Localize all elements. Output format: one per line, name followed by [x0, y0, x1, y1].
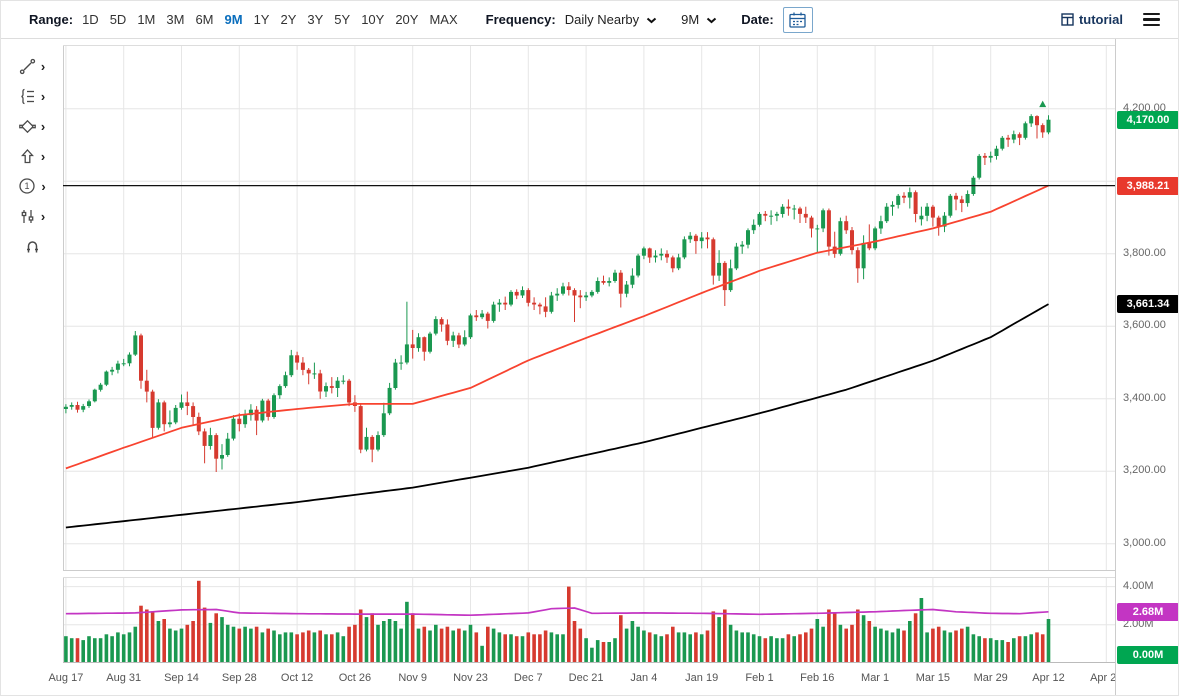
period-value: 9M	[681, 12, 700, 27]
compare-tool[interactable]: ›	[1, 201, 63, 231]
trend-line-tool[interactable]: ›	[1, 51, 63, 81]
range-button-6m[interactable]: 6M	[195, 12, 214, 27]
high-marker-icon	[1039, 100, 1047, 108]
price-chart[interactable]	[63, 45, 1115, 571]
range-button-20y[interactable]: 20Y	[395, 12, 419, 27]
range-button-5y[interactable]: 5Y	[334, 12, 351, 27]
chevron-right-icon: ›	[40, 58, 46, 74]
chevron-right-icon: ›	[40, 208, 46, 224]
range-button-9m[interactable]: 9M	[224, 12, 243, 27]
ma-slow-line	[65, 303, 1049, 529]
x-axis-label: Sep 14	[164, 672, 199, 684]
study-settings-icon	[19, 88, 36, 105]
price-tick-label: 3,400.00	[1123, 391, 1166, 404]
ma-fast-badge: 3,988.21	[1117, 176, 1178, 195]
x-axis-label: Sep 28	[221, 672, 257, 684]
chevron-right-icon: ›	[41, 178, 46, 194]
ma-slow-badge: 3,661.34	[1117, 295, 1178, 314]
x-axis-label: Jan 19	[685, 672, 719, 684]
x-axis-label: Dec 21	[568, 672, 604, 684]
x-axis-label: Mar 29	[973, 672, 1008, 684]
range-button-10y[interactable]: 10Y	[361, 12, 385, 27]
frequency-select[interactable]: Daily Nearby	[565, 12, 657, 27]
ma-fast-line	[65, 184, 1049, 470]
x-axis-label: Apr 26	[1090, 672, 1123, 684]
volume-tick-label: 4.00M	[1123, 579, 1154, 592]
arrow-marker-icon	[19, 148, 36, 165]
calendar-icon	[789, 12, 806, 28]
range-button-1d[interactable]: 1D	[82, 12, 99, 27]
study-settings-tool[interactable]: ›	[1, 81, 63, 111]
tool-sidebar: › › › › 1 › ›	[1, 39, 63, 695]
menu-icon[interactable]	[1141, 11, 1162, 28]
price-tick-label: 3,200.00	[1123, 464, 1166, 477]
volume-chart[interactable]	[63, 577, 1115, 663]
shapes-icon	[18, 118, 36, 135]
chevron-down-icon	[646, 17, 657, 24]
tutorial-link[interactable]: tutorial	[1061, 12, 1123, 27]
calendar-button[interactable]	[782, 6, 813, 33]
x-axis-label: Apr 12	[1032, 672, 1065, 684]
price-tick-label: 3,800.00	[1123, 246, 1166, 259]
shapes-tool[interactable]: ›	[1, 111, 63, 141]
chevron-right-icon: ›	[40, 118, 46, 134]
chevron-down-icon	[707, 17, 717, 24]
volume-last-badge: 0.00M	[1117, 646, 1178, 664]
volume-ma-badge: 2.68M	[1117, 602, 1178, 621]
number-annotation-icon: 1	[18, 177, 36, 195]
price-axis[interactable]: 4,200.00 3,800.00 3,600.00 3,400.00 3,200.00…	[1115, 39, 1178, 695]
x-axis-label: Oct 12	[280, 672, 314, 684]
price-tick-label: 3,600.00	[1123, 319, 1166, 332]
volume-tick-label: 2.00M	[1123, 617, 1154, 630]
trend-line-icon	[19, 58, 36, 75]
magnet-icon	[24, 238, 41, 255]
range-button-3y[interactable]: 3Y	[307, 12, 324, 27]
x-axis-label: Feb 16	[800, 672, 835, 684]
range-button-1y[interactable]: 1Y	[253, 12, 270, 27]
toolbar-right-group: tutorial	[1061, 11, 1162, 28]
candlesticks	[63, 114, 1051, 472]
range-button-1m[interactable]: 1M	[137, 12, 156, 27]
compare-icon	[19, 208, 36, 225]
tutorial-grid-icon	[1061, 13, 1074, 26]
x-axis-label: Aug 17	[48, 672, 84, 684]
x-axis-label: Oct 26	[338, 672, 372, 684]
toolbar: Range: 1D 5D 1M 3M 6M 9M 1Y 2Y 3Y 5Y 10Y 20Y MAX Fre…	[1, 1, 1178, 39]
x-axis-label: Dec 7	[513, 672, 543, 684]
price-tick-label: 3,000.00	[1123, 536, 1166, 549]
arrow-marker-tool[interactable]: ›	[1, 141, 63, 171]
chart-area[interactable]: Aug 17 Aug 31 Sep 14 Sep 28 Oct 12 Oct 26 Nov …	[48, 39, 1178, 695]
x-axis-label: Mar 1	[861, 672, 890, 684]
range-buttons: 1D 5D 1M 3M 6M 9M 1Y 2Y 3Y 5Y 10Y 20Y MAX	[82, 12, 458, 27]
range-button-3m[interactable]: 3M	[166, 12, 185, 27]
period-select[interactable]: 9M	[681, 12, 717, 27]
x-axis-label: Jan 4	[630, 672, 658, 684]
volume-bars	[64, 580, 1051, 662]
tutorial-label: tutorial	[1078, 11, 1123, 27]
svg-text:1: 1	[25, 181, 30, 191]
range-button-max[interactable]: MAX	[429, 12, 458, 27]
frequency-value: Daily Nearby	[564, 12, 640, 27]
last-price-badge: 4,170.00	[1117, 110, 1178, 129]
x-axis-label: Mar 15	[915, 672, 951, 684]
x-axis-label: Nov 23	[453, 672, 488, 684]
frequency-label: Frequency:	[485, 12, 556, 27]
x-axis-label: Feb 1	[745, 672, 774, 684]
volume-ma-line	[65, 607, 1049, 617]
number-annotation-tool[interactable]: 1 ›	[1, 171, 63, 201]
x-axis: Aug 17 Aug 31 Sep 14 Sep 28 Oct 12 Oct 26 Nov …	[48, 667, 1122, 691]
chevron-right-icon: ›	[40, 88, 46, 104]
x-axis-label: Aug 31	[106, 672, 142, 684]
date-label: Date:	[741, 12, 774, 27]
range-button-5d[interactable]: 5D	[109, 12, 127, 27]
magnet-tool[interactable]	[1, 231, 63, 261]
chevron-right-icon: ›	[40, 148, 46, 164]
range-label: Range:	[29, 12, 74, 27]
x-axis-label: Nov 9	[398, 672, 428, 684]
range-button-2y[interactable]: 2Y	[280, 12, 297, 27]
